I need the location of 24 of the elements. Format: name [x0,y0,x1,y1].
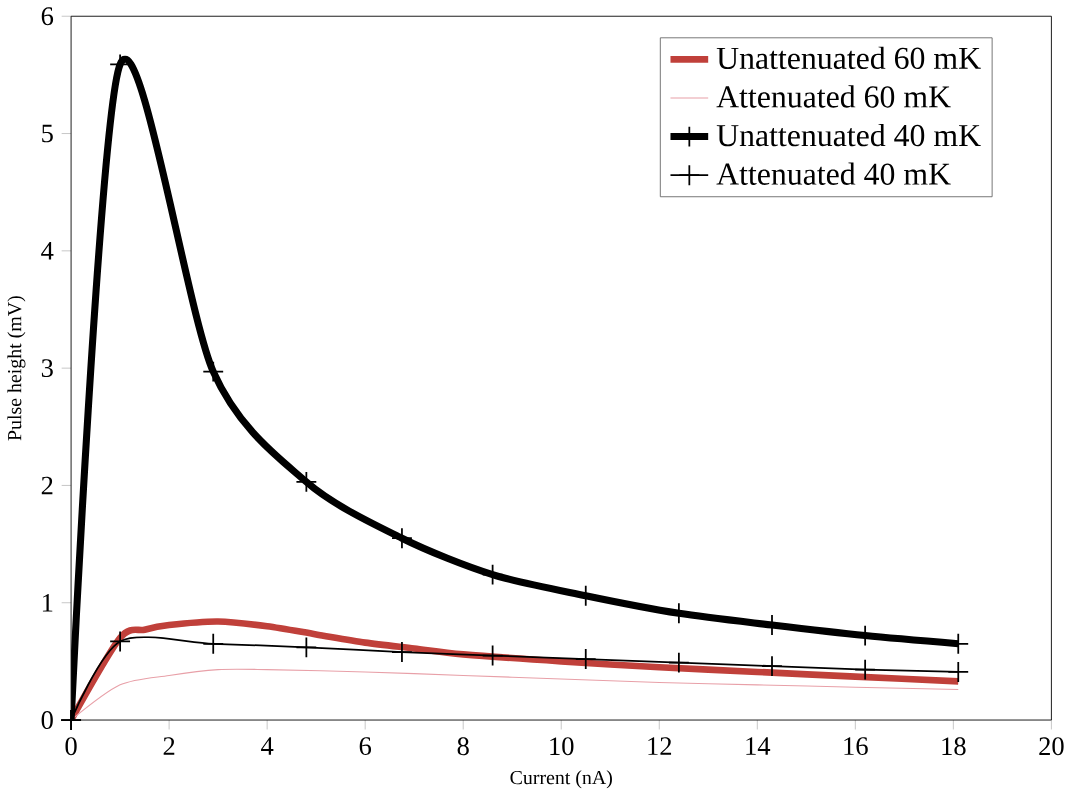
y-axis-title: Pulse height (mV) [7,296,26,441]
y-tick-label: 0 [41,711,53,730]
y-tick-label: 1 [42,594,53,612]
legend-label: Unattenuated 40 mK [716,124,981,147]
legend-label: Unattenuated 60 mK [716,46,981,70]
y-tick-label: 3 [41,359,53,378]
y-tick-label: 4 [41,242,54,260]
legend-label: Attenuated 40 mK [716,162,951,186]
x-tick-label: 16 [844,737,868,756]
y-tick-label: 5 [42,124,53,143]
y-tick-label: 6 [41,7,54,26]
x-tick-label: 0 [65,737,77,756]
x-tick-label: 10 [550,737,574,756]
x-tick-label: 4 [261,737,274,755]
x-tick-label: 12 [648,737,672,755]
legend-label: Attenuated 60 mK [716,85,951,108]
x-tick-label: 2 [163,737,175,755]
x-tick-label: 8 [457,737,469,756]
x-tick-label: 14 [746,737,771,755]
x-tick-label: 20 [1039,737,1064,756]
x-axis-title: Current (nA) [510,770,612,789]
x-tick-label: 18 [942,737,966,756]
x-tick-label: 6 [359,737,372,756]
y-tick-label: 2 [41,476,53,495]
